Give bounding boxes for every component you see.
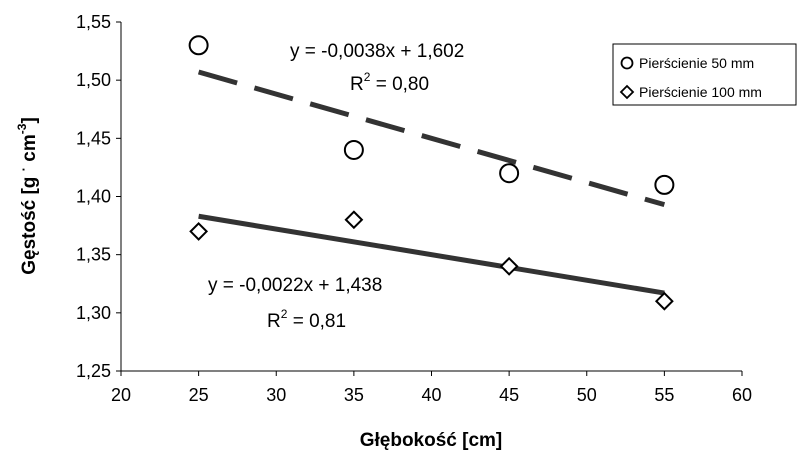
legend-label-series-1: Pierścienie 50 mm — [639, 55, 754, 71]
data-point-series-2 — [344, 210, 364, 230]
r2-value-series-2: = 0,81 — [287, 311, 346, 332]
data-point-series-2 — [189, 221, 209, 241]
x-tick-label: 45 — [499, 385, 519, 405]
r2-prefix-series-2: R — [267, 311, 281, 332]
x-tick-label: 40 — [421, 385, 441, 405]
x-tick-label: 30 — [266, 385, 286, 405]
trendlines — [197, 69, 666, 296]
x-tick-label: 20 — [111, 385, 131, 405]
legend-marker-circle-icon — [620, 56, 634, 70]
r2-prefix-series-1: R — [350, 74, 364, 95]
legend-box — [612, 43, 797, 106]
trendline-series-1 — [197, 69, 666, 208]
y-tick-label: 1,40 — [76, 187, 111, 207]
data-point-series-1 — [654, 174, 675, 195]
y-axis-title-sup: -3 — [15, 123, 29, 134]
y-tick-label: 1,25 — [76, 361, 111, 381]
y-axis-title-unit: cm — [19, 134, 40, 167]
data-point-series-1 — [343, 139, 364, 160]
y-axis-title-dot: · — [16, 167, 31, 171]
r2-value-series-1: = 0,80 — [370, 74, 429, 95]
x-tick-label: 55 — [654, 385, 674, 405]
x-tick-label: 25 — [189, 385, 209, 405]
y-axis-title-close: ] — [19, 117, 40, 123]
axis-ticks: 1,25 1,30 1,35 1,40 1,45 1,50 1,55 20 25 30 35 40 45… — [76, 12, 752, 405]
trendline-series-2 — [198, 213, 665, 296]
r2-series-2: R2 = 0,81 — [267, 307, 346, 332]
y-tick-label: 1,35 — [76, 245, 111, 265]
data-point-series-2 — [654, 291, 674, 311]
y-axis-title-main: Gęstość [g — [19, 171, 40, 274]
y-axis-title: Gęstość [g · cm-3] — [15, 117, 40, 275]
data-markers — [188, 35, 675, 311]
y-tick-label: 1,30 — [76, 303, 111, 323]
legend-marker-diamond-icon — [619, 84, 635, 100]
legend: Pierścienie 50 mm Pierścienie 100 mm — [612, 43, 797, 106]
equation-series-2: y = -0,0022x + 1,438 — [208, 275, 382, 296]
equation-series-1: y = -0,0038x + 1,602 — [290, 41, 464, 62]
y-tick-label: 1,55 — [76, 12, 111, 32]
r2-sup-series-2: 2 — [281, 307, 288, 321]
x-tick-label: 60 — [732, 385, 752, 405]
r2-sup-series-1: 2 — [364, 70, 371, 84]
y-tick-label: 1,50 — [76, 70, 111, 90]
x-tick-label: 50 — [577, 385, 597, 405]
data-point-series-1 — [188, 35, 209, 56]
data-point-series-2 — [499, 256, 519, 276]
r2-series-1: R2 = 0,80 — [350, 70, 429, 95]
x-axis-title: Głębokość [cm] — [360, 430, 503, 451]
y-tick-label: 1,45 — [76, 128, 111, 148]
legend-label-series-2: Pierścienie 100 mm — [639, 84, 762, 100]
x-tick-label: 35 — [344, 385, 364, 405]
data-point-series-1 — [499, 163, 520, 184]
